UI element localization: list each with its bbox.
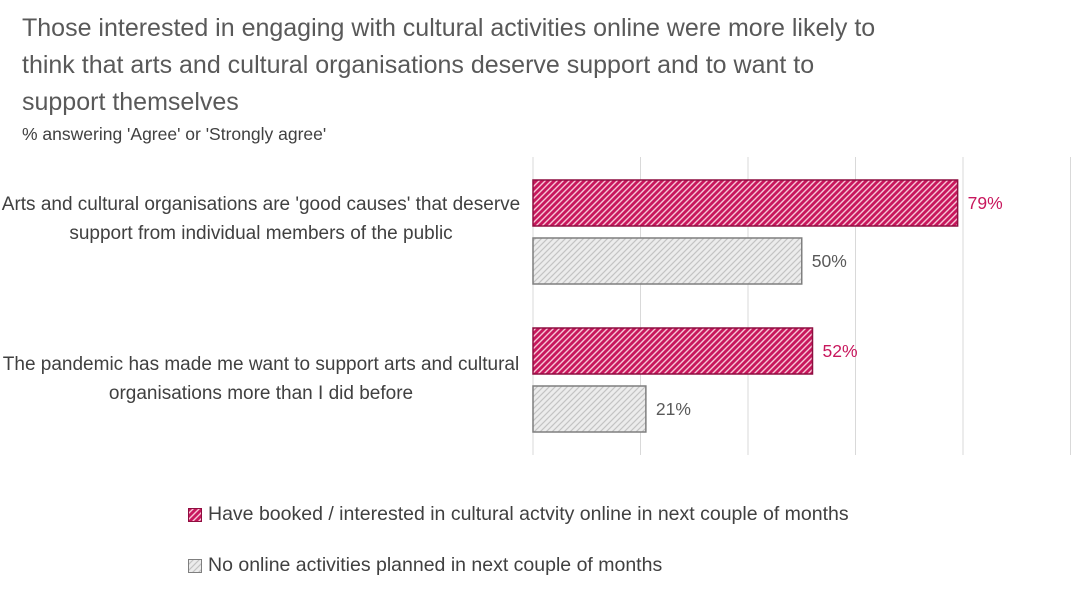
data-label-series-1-category-2: 52% [823, 341, 858, 361]
data-labels: 79% 52% 50% 21% [656, 193, 1003, 419]
category-label-pandemic: The pandemic has made me want to support… [2, 354, 520, 404]
chart-title: Those interested in engaging with cultur… [22, 14, 876, 116]
bar-series-1-category-1 [532, 179, 959, 227]
data-label-series-1-category-1: 79% [968, 193, 1003, 213]
data-label-series-2-category-1: 50% [812, 251, 847, 271]
legend-swatch-online [188, 507, 202, 522]
bar-series-1-category-2 [532, 327, 814, 375]
legend-item-online: Have booked / interested in cultural act… [188, 503, 849, 526]
legend-label-online: Have booked / interested in cultural act… [208, 503, 849, 525]
data-label-series-2-category-2: 21% [656, 399, 691, 419]
chart-subtitle: % answering 'Agree' or 'Strongly agree' [22, 124, 327, 144]
category-label-good-causes: Arts and cultural organisations are 'goo… [1, 194, 521, 244]
bar-chart: 79% 52% 50% 21% [532, 157, 1071, 455]
legend-item-no-online: No online activities planned in next cou… [188, 554, 662, 577]
bar-series-2-category-1 [532, 237, 803, 285]
legend-label-no-online: No online activities planned in next cou… [208, 554, 663, 576]
bars [532, 179, 959, 433]
bar-series-2-category-2 [532, 385, 647, 433]
legend-swatch-no-online [188, 558, 202, 573]
